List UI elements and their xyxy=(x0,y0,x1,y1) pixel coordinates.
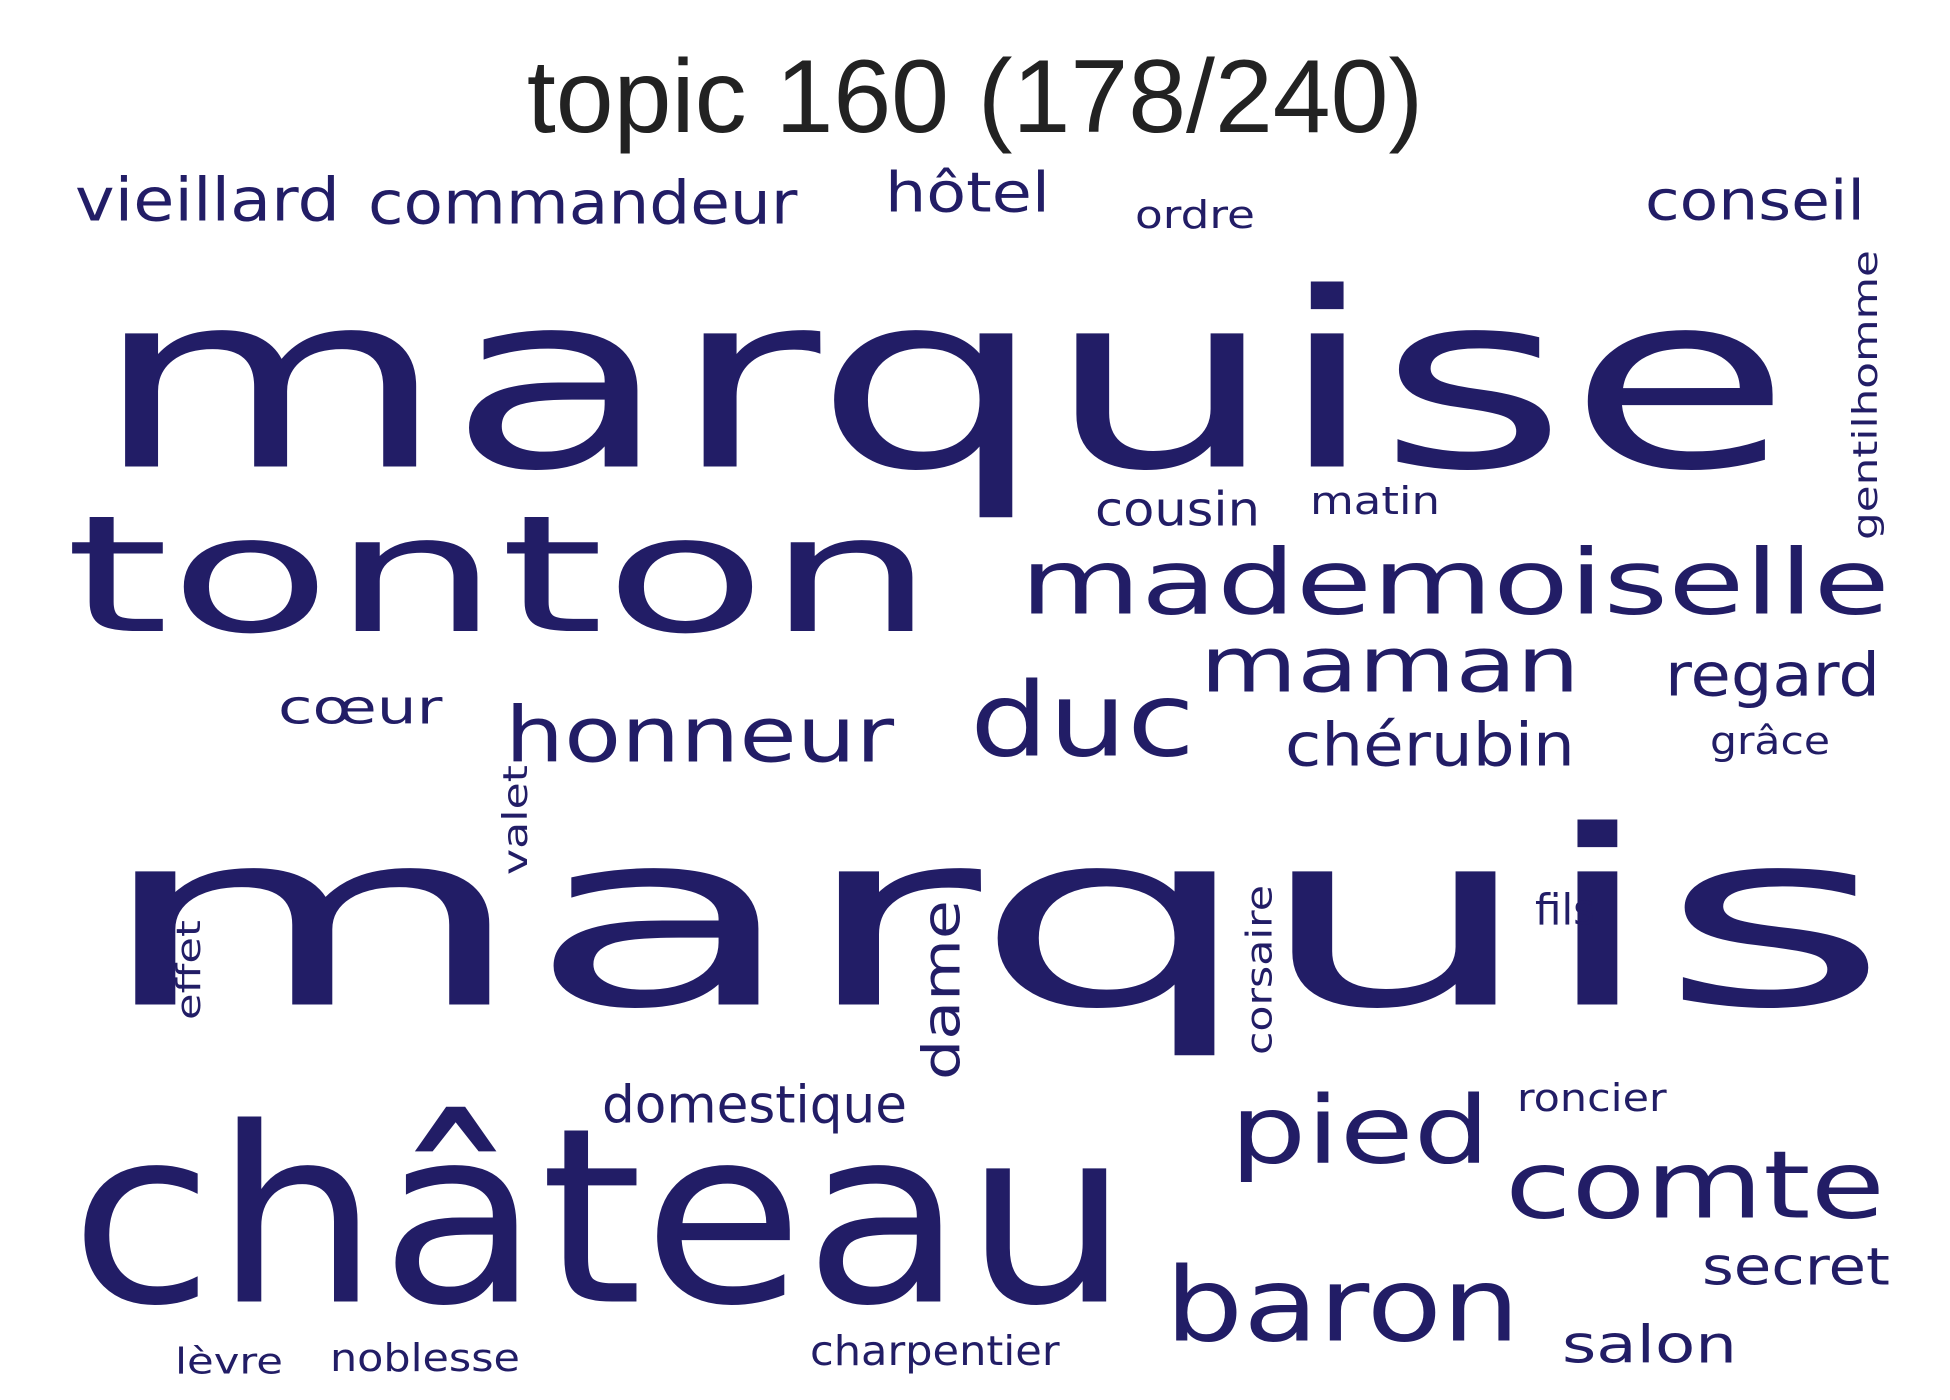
word-honneur: honneur xyxy=(505,691,895,780)
word-cherubin: chérubin xyxy=(1285,711,1575,780)
word-baron: baron xyxy=(1165,1245,1520,1364)
word-tonton: tonton xyxy=(65,481,935,670)
word-matin: matin xyxy=(1310,478,1440,523)
word-maman: maman xyxy=(1200,621,1580,711)
word-cousin: cousin xyxy=(1095,482,1260,538)
words-layer: marquis marquise château tonton mademoiselle… xyxy=(65,161,1890,1382)
word-domestique: domestique xyxy=(602,1076,907,1136)
word-corsaire: corsaire xyxy=(1239,885,1281,1055)
word-noblesse: noblesse xyxy=(330,1335,520,1380)
word-levre: lèvre xyxy=(175,1341,283,1382)
word-regard: regard xyxy=(1665,640,1880,710)
word-valet: valet xyxy=(496,765,536,875)
word-salon: salon xyxy=(1562,1315,1737,1375)
word-comte: comte xyxy=(1505,1130,1885,1240)
word-marquis: marquis xyxy=(95,779,1890,1062)
word-effet: effet xyxy=(170,920,208,1020)
word-chateau: château xyxy=(70,1075,1130,1359)
word-roncier: roncier xyxy=(1517,1075,1667,1120)
word-marquise: marquise xyxy=(92,241,1792,525)
figure-title: topic 160 (178/240) xyxy=(527,39,1423,155)
word-fils: fils xyxy=(1535,885,1595,934)
word-gentilhomme: gentilhomme xyxy=(1846,250,1885,540)
word-pied: pied xyxy=(1230,1076,1490,1185)
word-ordre: ordre xyxy=(1135,192,1255,237)
word-commandeur: commandeur xyxy=(368,168,798,238)
word-vieillard: vieillard xyxy=(75,165,340,235)
word-charpentier: charpentier xyxy=(810,1327,1060,1375)
word-mademoiselle: mademoiselle xyxy=(1020,530,1890,635)
word-hotel: hôtel xyxy=(885,161,1050,225)
word-secret: secret xyxy=(1702,1238,1890,1297)
word-coeur: cœur xyxy=(278,681,443,735)
word-dame: dame xyxy=(912,900,972,1080)
word-duc: duc xyxy=(970,661,1195,780)
word-grace: grâce xyxy=(1710,718,1830,764)
word-conseil: conseil xyxy=(1645,169,1865,233)
